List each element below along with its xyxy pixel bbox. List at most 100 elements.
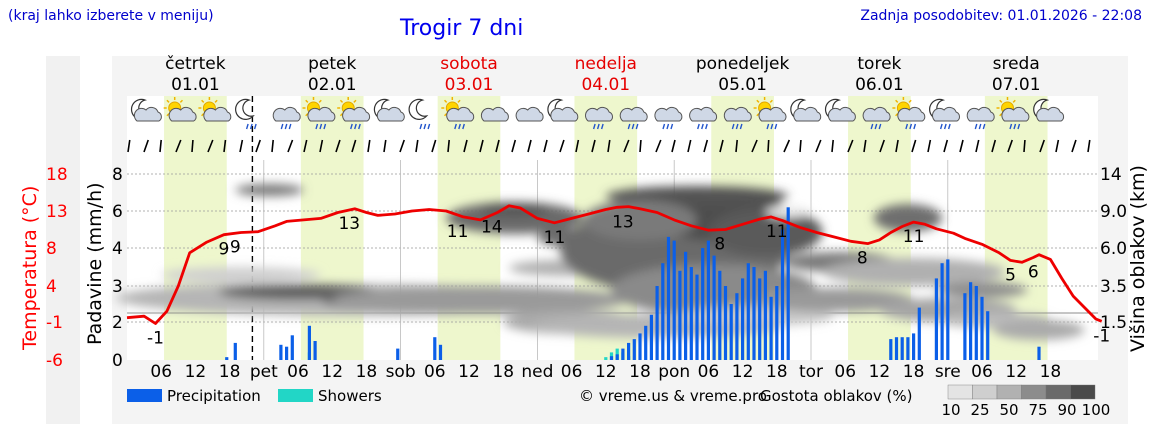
temperature-label: 13 <box>612 212 634 232</box>
precipitation-bar <box>894 337 899 360</box>
hour-tick-label: 12 <box>458 362 480 382</box>
temperature-label: 9 <box>218 240 229 260</box>
wind-barb <box>895 139 899 153</box>
precipitation-bar <box>609 356 614 360</box>
moon-cloud-icon <box>547 98 579 122</box>
hour-tick-label: 06 <box>834 362 856 382</box>
precipitation-bar <box>741 278 745 360</box>
wind-barb <box>239 139 244 153</box>
wind-barb <box>1087 139 1091 153</box>
precip-axis-tick: 4 <box>112 239 123 259</box>
cloud-density-region <box>583 200 697 240</box>
precipitation-bar <box>666 236 671 360</box>
cloud-density-region <box>754 288 914 312</box>
wind-barb <box>1055 139 1060 153</box>
moon-rain-icon <box>235 98 257 130</box>
temperature-label: 8 <box>857 249 868 269</box>
wind-barb <box>831 139 834 153</box>
sun-cloud-icon <box>198 97 232 122</box>
cloud-density-swatch <box>1021 384 1047 400</box>
moon-cloud-icon <box>1033 98 1065 122</box>
precipitation-bar <box>615 354 619 360</box>
wind-barb <box>639 139 642 153</box>
precip-axis-tick: 3 <box>112 277 123 297</box>
precipitation-bar <box>974 286 978 360</box>
temperature-label: 8 <box>714 235 725 255</box>
day-abbrev-label: pon <box>658 362 690 382</box>
precipitation-bar <box>644 325 648 360</box>
day-name-label: petek <box>308 54 356 74</box>
hour-tick-label: 18 <box>492 362 514 382</box>
wind-barb <box>927 139 932 153</box>
precipitation-bar <box>963 293 967 360</box>
precipitation-bar <box>729 304 733 360</box>
temperature-tick: 13 <box>46 202 68 222</box>
temperature-label: 11 <box>903 227 925 247</box>
precipitation-bar <box>233 342 237 360</box>
wind-barb <box>367 139 371 153</box>
sun-cloud-rain-icon <box>996 97 1030 130</box>
temperature-tick: 8 <box>46 239 57 259</box>
hour-tick-label: 18 <box>629 362 651 382</box>
sun-cloud-rain-icon <box>302 97 336 130</box>
cloud-density-legend-value: 25 <box>970 401 989 419</box>
moon-cloud-icon <box>824 98 856 122</box>
precipitation-bar <box>934 278 938 360</box>
wind-barb <box>415 139 419 153</box>
precip-legend-label: Precipitation <box>167 387 261 405</box>
temperature-tick: 4 <box>46 277 57 297</box>
precipitation-bar <box>780 229 785 360</box>
precipitation-bar <box>655 286 659 360</box>
precipitation-bar <box>225 357 229 360</box>
cloud-density-region <box>235 184 304 196</box>
precipitation-bar <box>940 263 944 360</box>
precipitation-bar <box>307 325 311 360</box>
cloud-rain-icon <box>584 106 613 130</box>
precipitation-bar <box>906 337 910 360</box>
hour-tick-label: 18 <box>903 362 925 382</box>
sun-cloud-icon <box>163 97 197 122</box>
hour-tick-label: 12 <box>185 362 207 382</box>
cloud-icon <box>515 106 544 122</box>
cloud-density-legend-value: 10 <box>941 401 960 419</box>
cloud-rain-icon <box>862 106 891 130</box>
precipitation-bar <box>701 248 705 360</box>
precipitation-bar <box>313 341 317 360</box>
hour-tick-label: 06 <box>698 362 720 382</box>
day-date-label: 03.01 <box>445 75 494 95</box>
precipitation-bar <box>946 259 950 360</box>
showers-legend-swatch <box>278 389 313 402</box>
precip-axis-tick: 0 <box>112 351 123 371</box>
wind-barb <box>255 139 261 153</box>
wind-barb <box>847 139 854 153</box>
hour-tick-label: 18 <box>1040 362 1062 382</box>
wind-barb <box>495 139 500 153</box>
wind-barb <box>303 139 308 153</box>
wind-barb <box>703 139 709 153</box>
wind-barb <box>735 139 738 153</box>
precipitation-bar <box>632 339 636 360</box>
wind-barb <box>287 139 294 153</box>
temperature-label: -1 <box>1093 326 1110 346</box>
cloud-rain-icon <box>689 106 718 130</box>
cloud-density-region <box>993 320 1085 340</box>
wind-barb <box>319 139 324 153</box>
wind-barb <box>559 139 565 153</box>
precipitation-bar <box>969 282 973 360</box>
precipitation-bar <box>438 344 443 360</box>
precipitation-bar <box>433 337 437 360</box>
left-side-panel <box>46 56 80 424</box>
daylight-band <box>300 96 364 360</box>
cloud-density-legend-value: 50 <box>999 401 1018 419</box>
precipitation-bar <box>723 286 728 360</box>
cloud-density-swatch <box>996 384 1022 400</box>
day-abbrev-label: sre <box>935 362 961 382</box>
temperature-tick: 18 <box>46 165 68 185</box>
precipitation-bar <box>621 348 625 360</box>
wind-barb <box>1039 139 1045 153</box>
wind-barb <box>879 139 885 153</box>
hour-tick-label: 12 <box>595 362 617 382</box>
precipitation-bar <box>735 293 739 360</box>
day-name-label: ponedeljek <box>696 54 790 74</box>
wind-barb <box>143 139 149 153</box>
